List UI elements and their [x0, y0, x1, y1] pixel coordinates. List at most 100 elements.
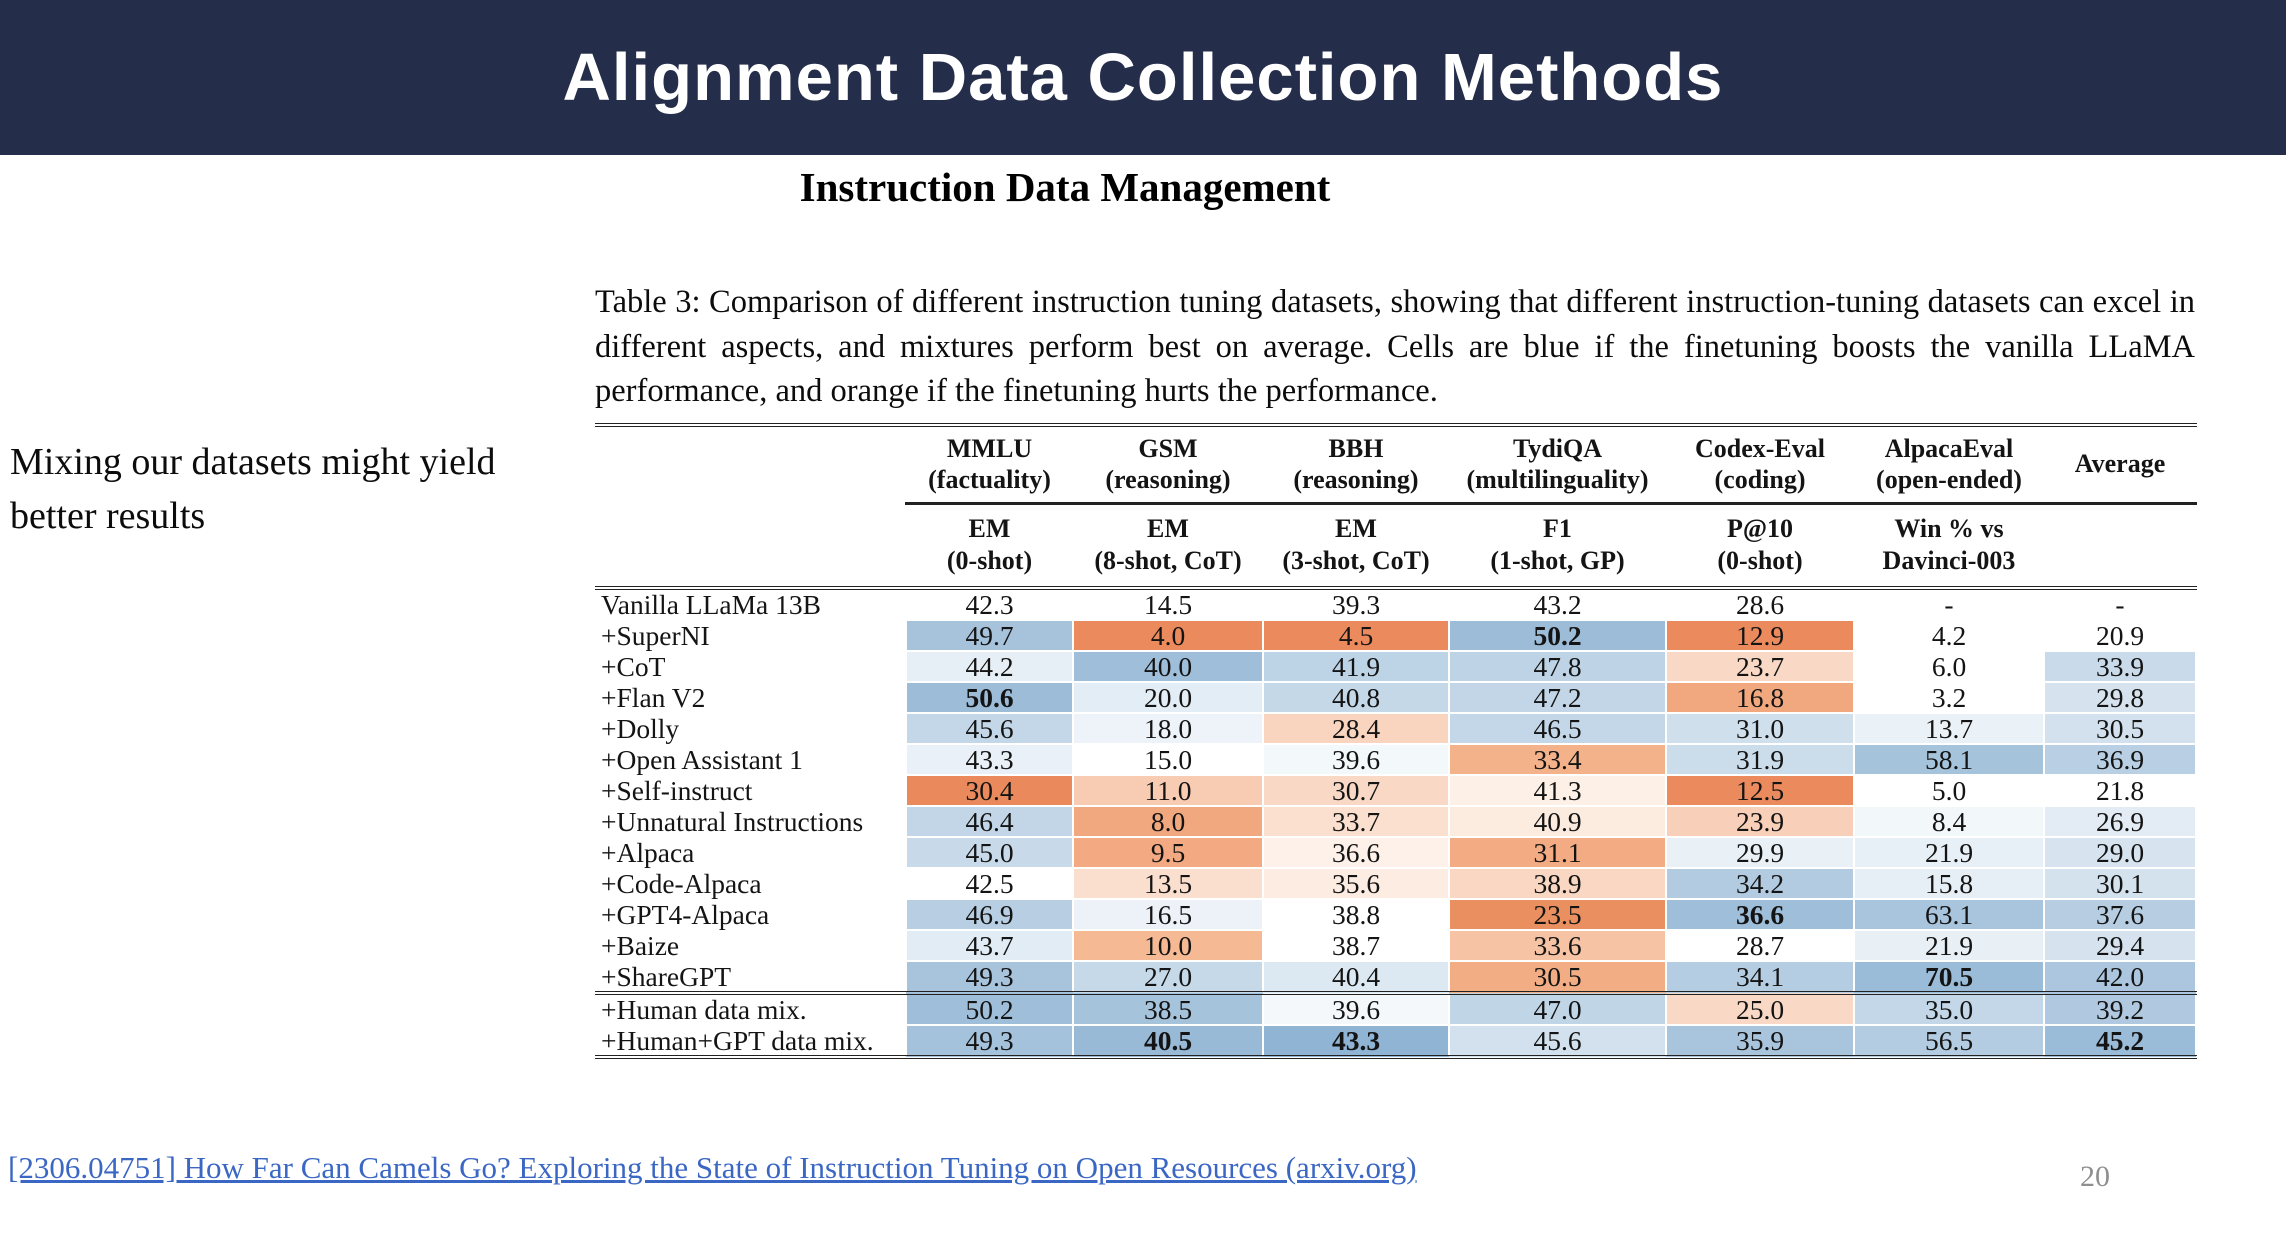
- table-cell: 23.7: [1665, 650, 1855, 684]
- source-link[interactable]: [2306.04751] How Far Can Camels Go? Expl…: [8, 1150, 1417, 1185]
- column-header-gsm: GSM (reasoning): [1072, 423, 1264, 505]
- table-cell: 30.7: [1262, 774, 1450, 808]
- table-cell: 42.5: [905, 867, 1074, 901]
- table-cell: 4.0: [1072, 619, 1264, 653]
- row-label: +Open Assistant 1: [595, 743, 907, 777]
- table-cell: 44.2: [905, 650, 1074, 684]
- table-cell: 27.0: [1072, 960, 1264, 995]
- table-cell: 33.4: [1448, 743, 1667, 777]
- header-metric-row: EM (0-shot) EM (8-shot, CoT) EM (3-shot, C…: [595, 502, 2197, 591]
- table-cell: 39.2: [2043, 991, 2197, 1027]
- table-cell: 45.6: [1448, 1024, 1667, 1059]
- table-cell: 18.0: [1072, 712, 1264, 746]
- row-label: +Dolly: [595, 712, 907, 746]
- table-cell: 46.4: [905, 805, 1074, 839]
- table-cell: 41.3: [1448, 774, 1667, 808]
- table-cell: 12.5: [1665, 774, 1855, 808]
- table-cell: 21.8: [2043, 774, 2197, 808]
- table-cell: 49.3: [905, 1024, 1074, 1059]
- table-cell: 40.8: [1262, 681, 1450, 715]
- table-cell: -: [1853, 587, 2045, 622]
- row-label: +Self-instruct: [595, 774, 907, 808]
- table-cell: 21.9: [1853, 836, 2045, 870]
- table-cell: 38.7: [1262, 929, 1450, 963]
- table-cell: 46.9: [905, 898, 1074, 932]
- table-cell: 38.8: [1262, 898, 1450, 932]
- metric-header-alpacaeval: Win % vs Davinci-003: [1853, 502, 2045, 591]
- table-cell: 39.3: [1262, 587, 1450, 622]
- table-cell: 42.0: [2043, 960, 2197, 995]
- table-cell: 30.5: [2043, 712, 2197, 746]
- table-cell: 20.0: [1072, 681, 1264, 715]
- metric-header-codex-eval: P@10 (0-shot): [1665, 502, 1855, 591]
- side-note: Mixing our datasets might yield better r…: [10, 441, 496, 537]
- table-cell: 45.6: [905, 712, 1074, 746]
- table-cell: 20.9: [2043, 619, 2197, 653]
- table-row: +Dolly 45.6 18.0 28.4 46.5 31.0 13.7 30.5: [595, 712, 2197, 746]
- table-cell: 34.1: [1665, 960, 1855, 995]
- row-label: +Flan V2: [595, 681, 907, 715]
- slide-title: Alignment Data Collection Methods: [562, 40, 1724, 115]
- slide-subtitle: Instruction Data Management: [799, 164, 1331, 210]
- table-cell: 50.6: [905, 681, 1074, 715]
- column-header-tydiqa: TydiQA (multilinguality): [1448, 423, 1667, 505]
- table-row: +Flan V2 50.6 20.0 40.8 47.2 16.8 3.2 29.8: [595, 681, 2197, 715]
- table-cell: 33.9: [2043, 650, 2197, 684]
- row-label: +Code-Alpaca: [595, 867, 907, 901]
- table-cell: 47.8: [1448, 650, 1667, 684]
- table-cell: 10.0: [1072, 929, 1264, 963]
- table-cell: 23.5: [1448, 898, 1667, 932]
- table-cell: 28.4: [1262, 712, 1450, 746]
- table-cell: 40.9: [1448, 805, 1667, 839]
- table-cell: 30.5: [1448, 960, 1667, 995]
- row-label: +ShareGPT: [595, 960, 907, 995]
- table-cell: 47.0: [1448, 991, 1667, 1027]
- table-cell: -: [2043, 587, 2197, 622]
- table-cell: 33.6: [1448, 929, 1667, 963]
- column-header-mmlu: MMLU (factuality): [905, 423, 1074, 505]
- table-cell: 36.6: [1665, 898, 1855, 932]
- table-cell: 34.2: [1665, 867, 1855, 901]
- table-cell: 29.8: [2043, 681, 2197, 715]
- table-cell: 39.6: [1262, 743, 1450, 777]
- table-cell: 37.6: [2043, 898, 2197, 932]
- table-cell: 50.2: [1448, 619, 1667, 653]
- column-header-alpacaeval: AlpacaEval (open-ended): [1853, 423, 2045, 505]
- table-cell: 47.2: [1448, 681, 1667, 715]
- table-cell: 29.4: [2043, 929, 2197, 963]
- header-group-row: MMLU (factuality) GSM (reasoning) BBH (rea…: [595, 423, 2197, 505]
- results-table: MMLU (factuality) GSM (reasoning) BBH (rea…: [595, 422, 2197, 1060]
- column-header-average: Average: [2043, 423, 2197, 505]
- table-cell: 35.9: [1665, 1024, 1855, 1059]
- table-row: +Alpaca 45.0 9.5 36.6 31.1 29.9 21.9 29.0: [595, 836, 2197, 870]
- table-cell: 33.7: [1262, 805, 1450, 839]
- table-row: +Open Assistant 1 43.3 15.0 39.6 33.4 31.9 58.…: [595, 743, 2197, 777]
- page-number: 20: [2080, 1160, 2110, 1193]
- table-cell: 8.4: [1853, 805, 2045, 839]
- table-cell: 28.6: [1665, 587, 1855, 622]
- table-cell: 4.2: [1853, 619, 2045, 653]
- table-cell: 40.5: [1072, 1024, 1264, 1059]
- row-label: +Unnatural Instructions: [595, 805, 907, 839]
- table-cell: 58.1: [1853, 743, 2045, 777]
- table-cell: 31.1: [1448, 836, 1667, 870]
- table-cell: 63.1: [1853, 898, 2045, 932]
- table-cell: 45.0: [905, 836, 1074, 870]
- table-cell: 43.3: [1262, 1024, 1450, 1059]
- corner-cell-2: [595, 502, 907, 591]
- table-cell: 25.0: [1665, 991, 1855, 1027]
- table-row: Vanilla LLaMa 13B 42.3 14.5 39.3 43.2 28.6- -: [595, 587, 2197, 622]
- table-cell: 23.9: [1665, 805, 1855, 839]
- table-cell: 30.4: [905, 774, 1074, 808]
- row-label: +Human data mix.: [595, 991, 907, 1027]
- table-row: +Self-instruct 30.4 11.0 30.7 41.3 12.5 5.0 21.…: [595, 774, 2197, 808]
- table-row: +CoT 44.2 40.0 41.9 47.8 23.7 6.0 33.9: [595, 650, 2197, 684]
- table-cell: 21.9: [1853, 929, 2045, 963]
- metric-header-tydiqa: F1 (1-shot, GP): [1448, 502, 1667, 591]
- column-header-bbh: BBH (reasoning): [1262, 423, 1450, 505]
- table-row: +Human data mix. 50.2 38.5 39.6 47.0 25.0 35.0…: [595, 991, 2197, 1027]
- table-cell: 36.6: [1262, 836, 1450, 870]
- table-cell: 30.1: [2043, 867, 2197, 901]
- table-cell: 3.2: [1853, 681, 2045, 715]
- table-cell: 43.7: [905, 929, 1074, 963]
